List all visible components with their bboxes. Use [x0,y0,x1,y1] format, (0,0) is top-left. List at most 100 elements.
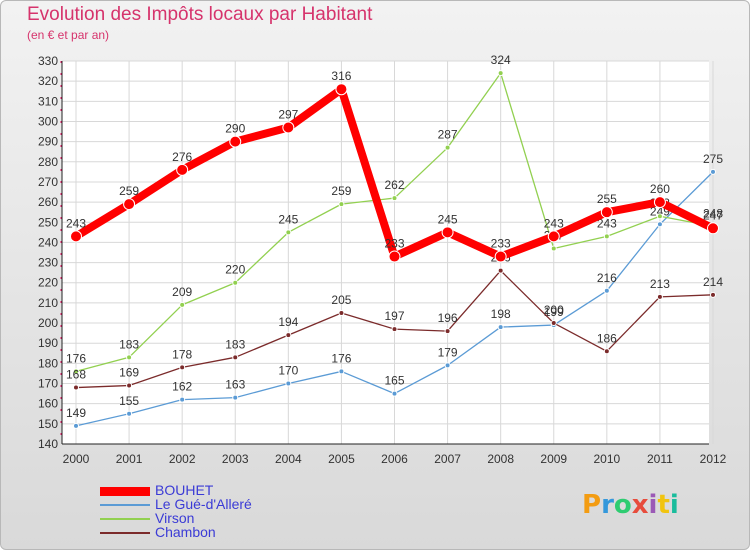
data-label-virson: 209 [172,285,192,299]
data-label-le-gu-d-aller-: 162 [172,380,192,394]
logo-letter: o [613,490,632,520]
y-tick-label: 280 [38,155,58,169]
data-label-chambon: 186 [597,331,617,345]
data-point-virson [391,195,398,202]
data-label-chambon: 194 [278,315,298,329]
data-point-le-gu-d-aller- [285,380,292,387]
y-tick-label: 330 [38,54,58,68]
data-point-bouhet [388,250,401,263]
data-label-bouhet: 259 [119,184,139,198]
data-point-bouhet [547,230,560,243]
data-label-le-gu-d-aller-: 216 [597,271,617,285]
data-point-le-gu-d-aller- [391,390,398,397]
data-point-bouhet [494,250,507,263]
data-point-bouhet [441,226,454,239]
x-tick-label: 2001 [116,452,143,466]
data-point-le-gu-d-aller- [710,168,716,175]
data-point-chambon [391,326,398,333]
data-point-chambon [126,382,133,389]
data-point-chambon [444,328,451,335]
legend-item-virson: Virson [100,510,340,526]
logo-letter: i [648,490,658,520]
x-tick-label: 2003 [222,452,249,466]
data-point-le-gu-d-aller- [603,287,610,294]
data-label-le-gu-d-aller-: 155 [119,394,139,408]
x-tick-label: 2005 [328,452,355,466]
data-label-le-gu-d-aller-: 275 [703,152,723,166]
data-label-chambon: 169 [119,366,139,380]
y-tick-label: 300 [38,114,58,128]
y-tick-label: 230 [38,256,58,270]
legend-item-le-gu-d-aller-: Le Gué-d'Alleré [100,496,340,512]
data-point-le-gu-d-aller- [497,324,504,331]
data-point-bouhet [70,230,82,243]
legend: BOUHET Le Gué-d'Alleré Virson Chambon [100,482,340,540]
data-label-chambon: 214 [703,275,723,289]
data-label-chambon: 168 [66,368,86,382]
data-point-chambon [656,293,663,300]
data-label-bouhet: 233 [491,237,511,251]
data-label-bouhet: 233 [384,237,404,251]
data-point-chambon [497,267,504,274]
data-label-bouhet: 243 [66,216,86,230]
data-point-le-gu-d-aller- [126,410,133,417]
y-tick-label: 250 [38,215,58,229]
y-tick-label: 310 [38,94,58,108]
x-tick-label: 2009 [540,452,567,466]
data-point-chambon [73,384,79,391]
data-label-virson: 220 [225,263,245,277]
data-label-chambon: 183 [225,337,245,351]
data-point-virson [126,354,133,361]
data-point-le-gu-d-aller- [73,422,79,429]
data-point-chambon [179,364,186,371]
data-point-bouhet [282,121,295,134]
data-point-virson [179,301,186,308]
data-label-virson: 248 [703,206,723,220]
y-tick-label: 190 [38,336,58,350]
logo-letter: t [657,490,670,520]
logo-letter: P [582,490,602,520]
data-point-virson [285,229,292,236]
data-point-virson [497,70,504,77]
data-label-bouhet: 297 [278,108,298,122]
data-label-le-gu-d-aller-: 170 [278,364,298,378]
data-label-virson: 287 [438,128,458,142]
data-point-bouhet [229,135,242,148]
data-point-bouhet [123,198,136,211]
data-point-le-gu-d-aller- [179,396,186,403]
x-tick-label: 2002 [169,452,196,466]
data-point-chambon [285,332,292,339]
data-label-virson: 245 [278,212,298,226]
x-tick-label: 2012 [700,452,727,466]
data-label-bouhet: 255 [597,192,617,206]
data-label-le-gu-d-aller-: 198 [491,307,511,321]
data-label-le-gu-d-aller-: 179 [438,345,458,359]
legend-label: Le Gué-d'Alleré [155,496,252,512]
data-point-le-gu-d-aller- [444,362,451,369]
data-label-bouhet: 245 [438,212,458,226]
chart-title: Evolution des Impôts locaux par Habitant [27,4,373,25]
chart-subtitle: (en € et par an) [27,28,110,42]
data-point-virson [73,368,79,375]
y-tick-label: 170 [38,377,58,391]
data-label-chambon: 200 [544,303,564,317]
data-point-virson [444,144,451,151]
y-tick-label: 220 [38,276,58,290]
logo-letter: i [669,490,679,520]
data-label-chambon: 196 [438,311,458,325]
data-label-virson: 259 [331,184,351,198]
data-label-chambon: 197 [384,309,404,323]
legend-label: Chambon [155,524,216,540]
y-tick-label: 270 [38,175,58,189]
data-label-bouhet: 316 [331,69,351,83]
legend-label: Virson [155,510,195,526]
proxiti-logo: Proxiti [582,490,679,520]
y-tick-label: 210 [38,296,58,310]
data-label-virson: 183 [119,337,139,351]
data-point-bouhet [600,206,613,219]
x-tick-label: 2006 [381,452,408,466]
legend-swatch [100,532,150,534]
data-point-virson [603,233,610,240]
y-tick-label: 290 [38,135,58,149]
line-chart: 140 150 160 170 180 190 200 210 220 230 240 250 260 2… [38,53,727,466]
